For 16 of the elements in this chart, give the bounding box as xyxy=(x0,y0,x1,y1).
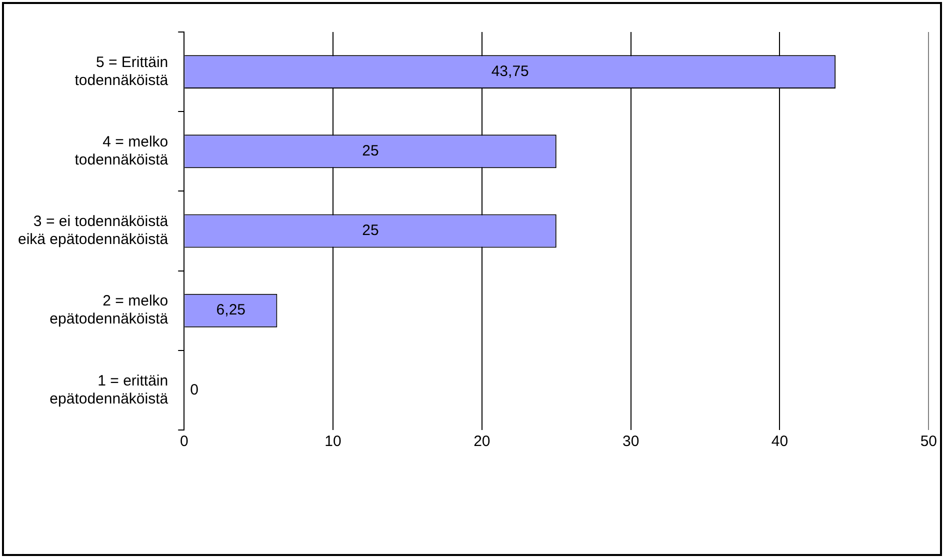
x-tick-label: 40 xyxy=(771,433,788,450)
x-tick-label: 10 xyxy=(324,433,342,450)
x-tick-label: 0 xyxy=(180,433,188,450)
data-label: 25 xyxy=(362,142,379,160)
data-label: 6,25 xyxy=(216,302,246,319)
y-tick-label: 4 = melko todennäköistä xyxy=(74,134,169,169)
x-tick-label: 30 xyxy=(622,433,640,450)
data-label: 43,75 xyxy=(491,62,529,80)
y-tick-label: 5 = Erittäin todennäköistä xyxy=(74,54,169,89)
x-tick-label: 50 xyxy=(920,433,937,450)
y-tick-label: 3 = ei todennäköistä eikä epätodennäköistä xyxy=(18,213,169,248)
y-tick-label: 1 = erittäin epätodennäköistä xyxy=(50,372,169,408)
x-tick-label: 20 xyxy=(474,433,490,450)
data-label: 25 xyxy=(362,222,379,240)
data-label: 0 xyxy=(190,381,198,398)
y-tick-label: 2 = melko epätodennäköistä xyxy=(50,292,169,328)
